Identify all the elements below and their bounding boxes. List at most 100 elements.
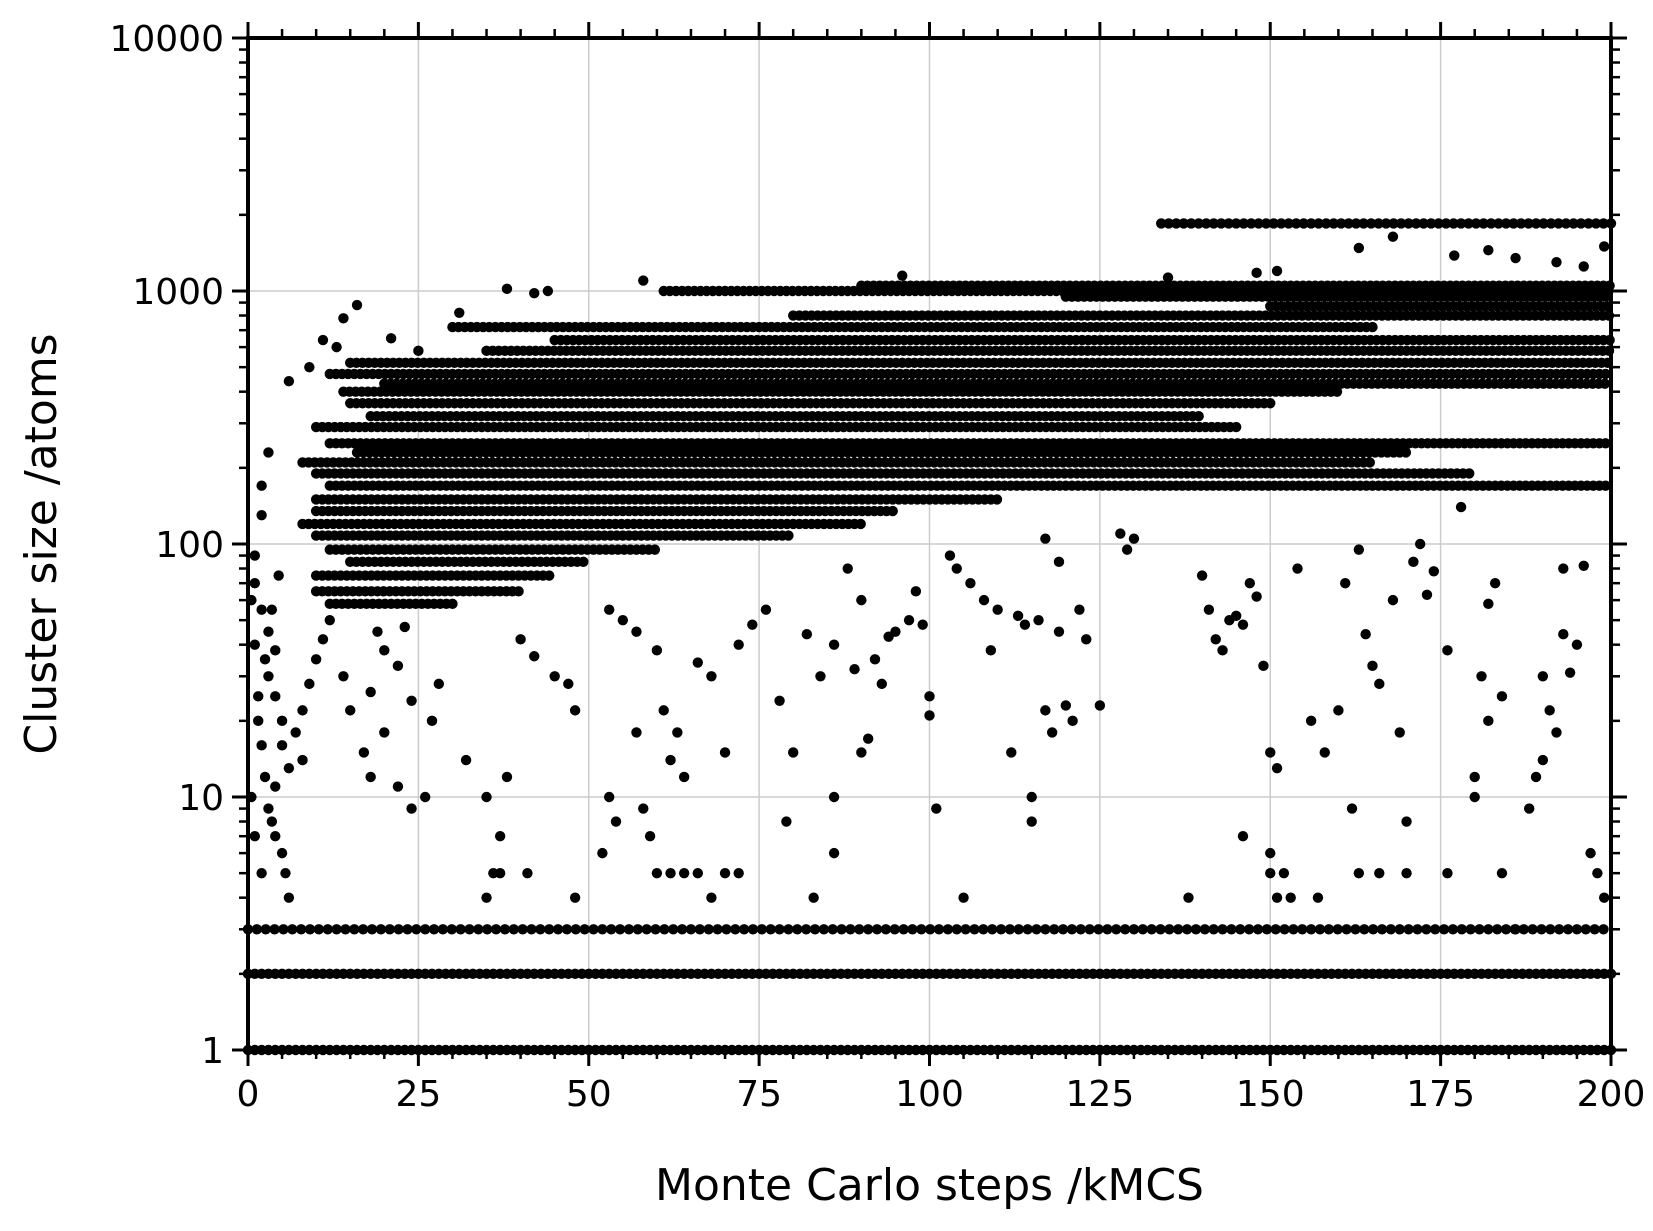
data-point (578, 556, 589, 568)
data-point (1323, 924, 1335, 935)
data-point (1046, 727, 1058, 738)
data-point (951, 924, 962, 935)
data-point (855, 518, 866, 530)
data-point (1094, 700, 1106, 711)
data-point (1283, 218, 1294, 229)
data-point (1278, 867, 1290, 879)
x-tick-label: 125 (1066, 1074, 1135, 1115)
data-point (256, 480, 267, 491)
data-point (464, 924, 475, 935)
data-point (991, 494, 1003, 505)
data-point (402, 924, 413, 935)
data-point (862, 733, 874, 744)
data-point (1408, 556, 1419, 568)
data-point (992, 604, 1003, 615)
y-tick-label: 10 (178, 778, 224, 819)
data-point (1544, 705, 1555, 716)
data-point (494, 867, 506, 879)
data-point (676, 924, 688, 935)
data-point (1226, 924, 1237, 935)
data-point (1163, 218, 1174, 229)
data-point (1183, 892, 1194, 903)
data-point (1341, 924, 1352, 935)
data-point (269, 924, 280, 935)
data-point (1022, 924, 1033, 935)
data-point (641, 924, 652, 935)
data-point (747, 619, 758, 630)
data-point (644, 830, 656, 842)
data-point (270, 781, 281, 792)
data-point (304, 361, 315, 373)
data-point (322, 924, 333, 935)
data-point (1400, 447, 1412, 458)
data-point (1470, 218, 1482, 229)
data-point (385, 333, 397, 344)
data-point (1508, 218, 1519, 229)
data-point (842, 563, 853, 574)
data-point (1410, 218, 1422, 229)
data-point (672, 727, 683, 738)
data-point (1387, 594, 1399, 606)
data-point (1560, 218, 1572, 229)
data-point (1353, 544, 1365, 555)
data-point (365, 686, 376, 698)
data-point (1335, 218, 1347, 229)
data-point (610, 816, 622, 827)
data-point (535, 924, 546, 935)
data-point (880, 924, 892, 935)
x-tick-label: 25 (395, 1074, 441, 1115)
data-point (856, 747, 867, 758)
data-point (1491, 924, 1503, 935)
data-point (969, 924, 980, 935)
data-point (1554, 924, 1565, 935)
data-point (603, 604, 615, 615)
data-point (1537, 671, 1549, 682)
data-point (263, 626, 274, 637)
data-point (260, 924, 271, 935)
data-point (733, 639, 744, 650)
data-point (638, 275, 649, 286)
data-point (1418, 218, 1429, 229)
data-point (1510, 924, 1521, 935)
data-point (259, 654, 271, 665)
data-point (1545, 218, 1557, 229)
data-point (1340, 577, 1351, 589)
data-point (1288, 924, 1299, 935)
data-point (1429, 924, 1441, 935)
data-point (253, 691, 264, 702)
data-point (1442, 867, 1453, 879)
data-point (1268, 218, 1279, 229)
data-point (1414, 538, 1426, 550)
data-point (379, 645, 390, 656)
data-point (259, 771, 271, 783)
data-point (1111, 924, 1122, 935)
data-point (685, 924, 697, 935)
data-point (827, 924, 838, 935)
data-point (1438, 924, 1450, 935)
data-point (897, 270, 908, 281)
data-point (1060, 700, 1072, 711)
data-point (1585, 847, 1596, 859)
data-point (1156, 218, 1167, 229)
data-point (251, 924, 263, 935)
data-point (1128, 533, 1140, 544)
data-point (345, 705, 356, 716)
data-point (1464, 468, 1475, 479)
data-point (856, 594, 867, 606)
data-point (665, 754, 676, 766)
data-point (1537, 754, 1549, 766)
data-point (1425, 218, 1437, 229)
data-point (1331, 386, 1343, 397)
data-point (1374, 867, 1385, 879)
data-point (455, 924, 466, 935)
data-point (1193, 218, 1204, 229)
data-point (1448, 218, 1459, 229)
data-point (1496, 691, 1508, 702)
data-point (1319, 747, 1330, 758)
data-point (1365, 218, 1377, 229)
data-point (454, 307, 465, 319)
data-point (1380, 218, 1392, 229)
data-point (1412, 924, 1423, 935)
data-point (924, 710, 935, 721)
data-point (1590, 218, 1602, 229)
